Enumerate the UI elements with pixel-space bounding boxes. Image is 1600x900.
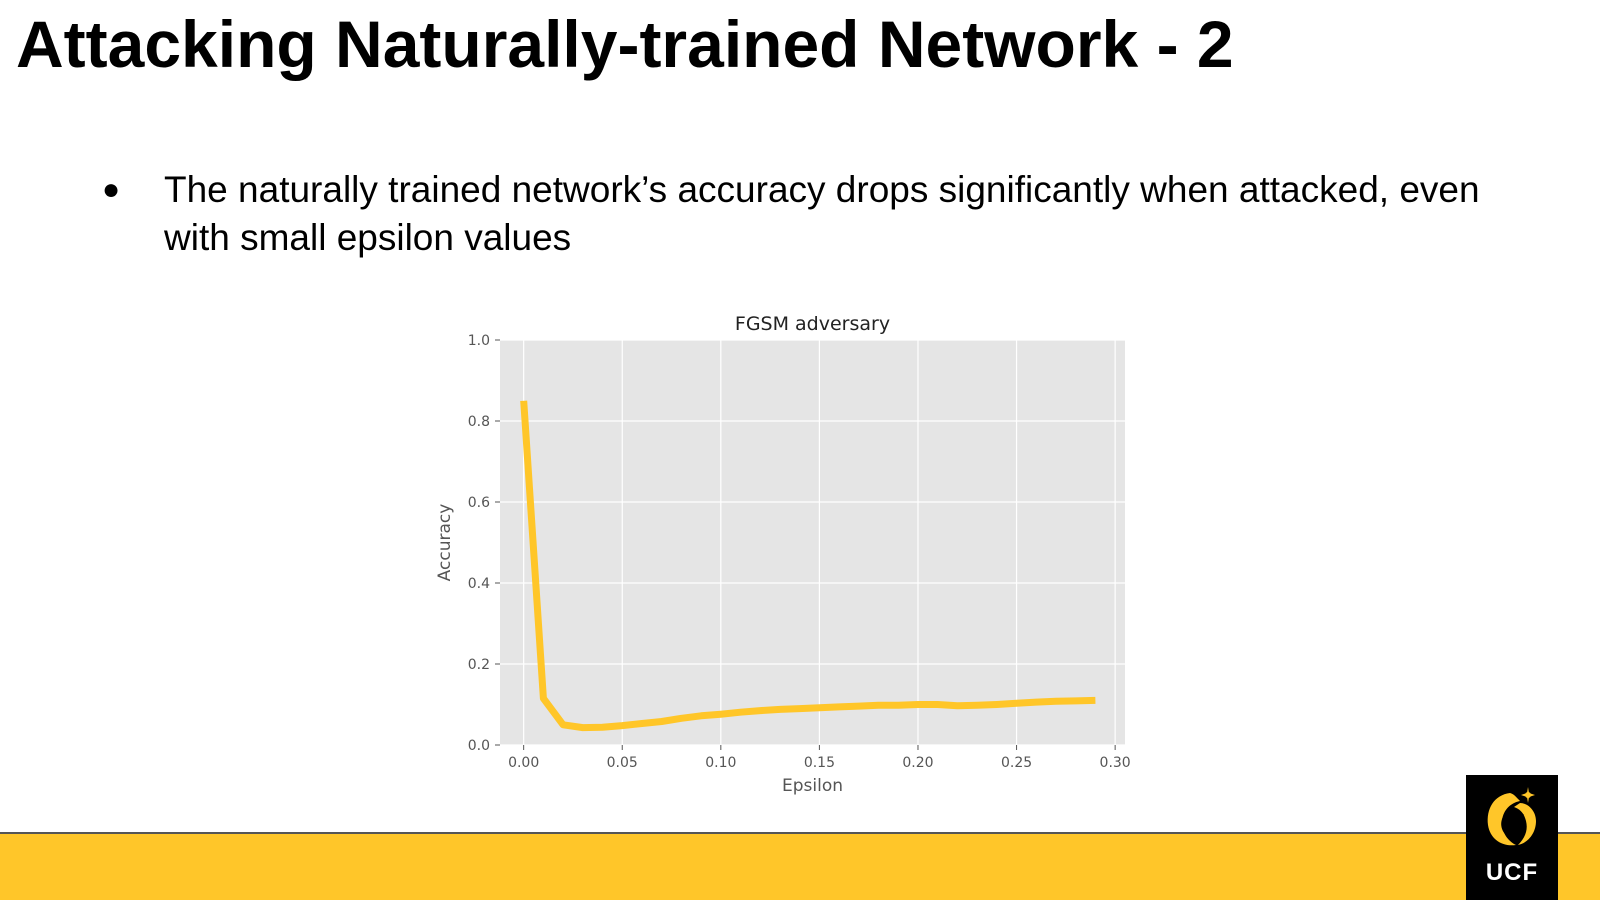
x-tick-label: 0.05 — [607, 755, 638, 771]
y-tick-label: 1.0 — [468, 333, 490, 349]
x-tick-label: 0.30 — [1100, 755, 1131, 771]
y-tick-label: 0.8 — [468, 414, 490, 430]
x-tick-label: 0.20 — [902, 755, 933, 771]
bullet-list: ● The naturally trained network’s accura… — [102, 166, 1532, 262]
plot-area — [500, 340, 1125, 745]
bullet-icon: ● — [102, 173, 121, 206]
y-tick-label: 0.6 — [468, 495, 490, 511]
x-tick-label: 0.25 — [1001, 755, 1032, 771]
footer-bar — [0, 832, 1600, 900]
y-tick-label: 0.0 — [468, 738, 490, 754]
y-tick-label: 0.2 — [468, 657, 490, 673]
line-chart: 0.00 0.05 0.10 0.15 0.20 0.25 0.30 0.0 0.2 0.4 0.6… — [435, 313, 1131, 796]
x-tick-label: 0.15 — [804, 755, 835, 771]
x-axis-label: Epsilon — [782, 776, 843, 796]
slide-title: Attacking Naturally-trained Network - 2 — [16, 7, 1234, 81]
x-tick-label: 0.10 — [705, 755, 736, 771]
chart-title: FGSM adversary — [735, 313, 890, 335]
bullet-text: The naturally trained network’s accuracy… — [164, 169, 1480, 258]
pegasus-icon — [1487, 787, 1536, 846]
x-tick-label: 0.00 — [508, 755, 539, 771]
chart-container: 0.00 0.05 0.10 0.15 0.20 0.25 0.30 0.0 0.2 0.4 0.6… — [420, 305, 1160, 825]
logo-text: UCF — [1485, 859, 1539, 886]
ucf-logo: UCF — [1466, 775, 1558, 900]
y-tick-label: 0.4 — [468, 576, 490, 592]
y-axis-label: Accuracy — [435, 504, 455, 582]
series-line — [520, 400, 1096, 732]
bullet-item: ● The naturally trained network’s accura… — [102, 166, 1532, 262]
